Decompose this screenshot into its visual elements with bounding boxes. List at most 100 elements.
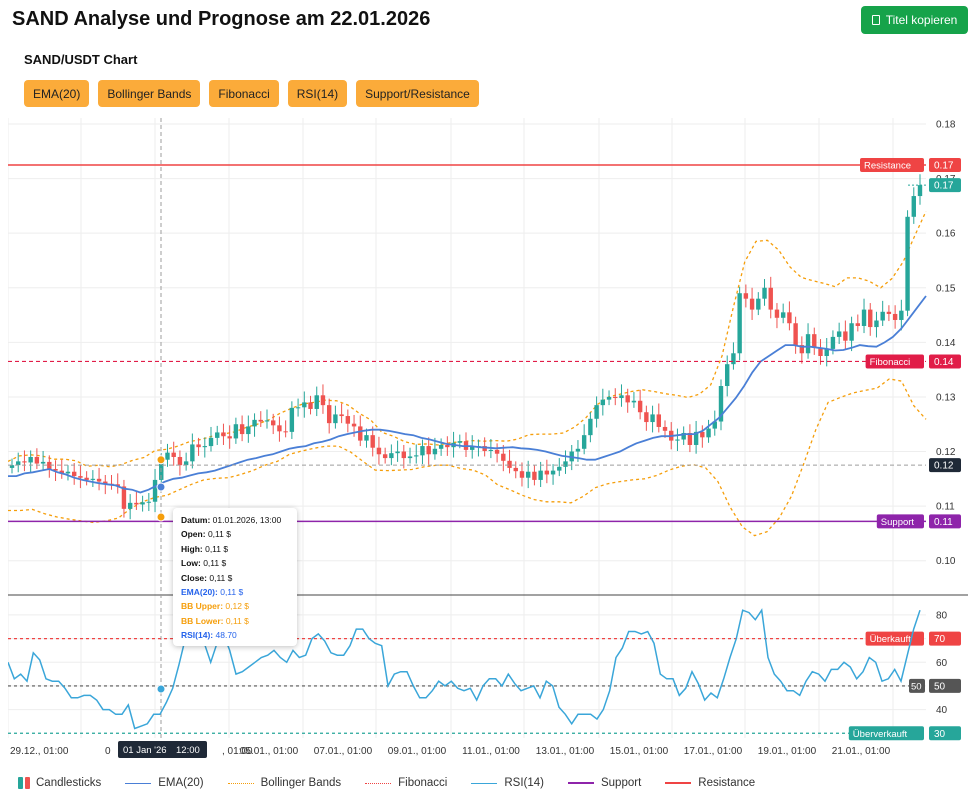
candle-body [376,447,382,455]
candle-body [53,468,58,471]
fibonacci-toggle-button[interactable]: Fibonacci [209,80,279,107]
candle-body [351,423,357,427]
x-tick-label: 19.01., 01:00 [758,746,817,757]
price-tick-label: 0.18 [936,120,956,131]
candle-body [725,364,730,387]
x-tick-label: 09.01., 01:00 [388,746,447,757]
candle-body [382,454,388,459]
candle-body [152,479,158,502]
tooltip-bb-lower: BB Lower: 0,11 $ [181,615,249,626]
legend-label: Support [600,777,642,789]
rsi-level-value-badge [929,678,961,693]
x-tick-label: 0 [105,746,111,757]
candle-body [762,287,767,299]
bollinger-toggle-button[interactable]: Bollinger Bands [98,80,201,107]
candle-body [333,414,338,424]
crosshair-bb-lower-marker [156,512,166,522]
legend-item-candlesticks[interactable]: Candlesticks [18,777,101,789]
price-chart[interactable]: 0.18 0.17 0.16 0.15 0.14 0.13 0.12 0.11 0.10 80 70… [7,118,968,766]
bollinger-upper-line [7,211,927,468]
candle-body [557,466,562,471]
candle-body [675,439,680,441]
candle-body [16,461,21,466]
candle-body [9,465,15,468]
candle-body [47,461,52,469]
candle-body [208,437,214,447]
legend-label: Candlesticks [36,777,102,789]
candle-body [457,441,462,443]
tooltip-low: Low: 0,11 $ [181,558,227,569]
ema-toggle-button[interactable]: EMA(20) [24,80,90,107]
tooltip-ema: EMA(20): 0,11 $ [181,587,244,598]
legend-label: Resistance [698,777,756,789]
legend-item-fibonacci[interactable]: Fibonacci [365,777,447,789]
level-name-label: Resistance [864,160,911,171]
candle-body [538,470,543,480]
price-tick-label: 0.12 [936,447,956,458]
candle-body [320,395,326,406]
rsi-tick-label: 80 [936,610,948,621]
candle-body [507,460,512,468]
candle-body [407,456,413,459]
candle-body [40,461,46,464]
candle-body [22,461,27,463]
price-tick-label: 0.11 [936,502,955,513]
candle-body [780,312,786,318]
rsi-tick-label: 60 [936,658,948,669]
price-tick-label: 0.16 [936,229,956,240]
rsi-level-name-label: 50 [911,681,922,692]
candle-body [28,456,33,463]
x-tick-label: 17.01., 01:00 [684,746,743,757]
candle-body [302,402,307,408]
candle-body [706,428,711,438]
candle-body [550,470,556,475]
copy-title-label: Titel kopieren [885,13,958,27]
tooltip-date: Datum: 01.01.2026, 13:00 [181,515,282,525]
support-resistance-toggle-button[interactable]: Support/Resistance [356,80,479,107]
legend-item-resistance[interactable]: Resistance [665,777,755,789]
resistance-swatch-icon [665,782,692,784]
rsi-line [7,608,921,730]
candle-body [470,446,475,450]
candle-body [239,424,245,435]
rsi-toggle-button[interactable]: RSI(14) [287,80,348,107]
legend-item-bollinger[interactable]: Bollinger Bands [227,777,341,789]
candle-body [855,323,861,326]
candle-body [849,323,854,341]
price-tick-label: 0.15 [936,283,956,294]
candle-body [264,420,270,422]
copy-title-button[interactable]: Titel kopieren [861,6,968,34]
legend-item-ema[interactable]: EMA(20) [125,777,204,789]
rsi-level-name-label: Überkauft [870,634,912,645]
candle-body [289,407,295,432]
legend-label: Fibonacci [398,777,448,789]
candle-body [793,323,798,346]
candle-body [233,424,239,439]
last-price-label: 0.17 [934,181,954,192]
candle-body [631,400,637,403]
x-tick-label: 07.01., 01:00 [314,746,373,757]
candle-body [414,455,419,457]
candle-body [731,353,736,365]
candle-body [395,451,400,454]
ema-swatch-icon [125,782,152,784]
candle-body [818,347,823,356]
candle-body [426,446,431,455]
candle-body [389,453,394,459]
legend-item-rsi[interactable]: RSI(14) [471,777,544,789]
rsi-level-value-label: 30 [934,729,946,740]
crosshair-time-badge [118,741,207,758]
crosshair-time-label: 01 Jan '26 [123,745,167,756]
candle-body [513,467,518,472]
candle-body [71,471,77,477]
candle-body [787,312,792,324]
legend-item-support[interactable]: Support [567,777,642,789]
x-tick-label: , 01:00 [222,746,253,757]
bollinger-swatch-icon [227,782,254,784]
x-tick-label: 15.01., 01:00 [610,746,669,757]
ema-line [8,295,927,494]
candle-body [246,426,251,435]
candle-body [345,416,351,424]
crosshair-ema-marker [156,482,166,492]
chart-canvas[interactable]: 0.18 0.17 0.16 0.15 0.14 0.13 0.12 0.11 0.10 80 70… [7,118,968,766]
